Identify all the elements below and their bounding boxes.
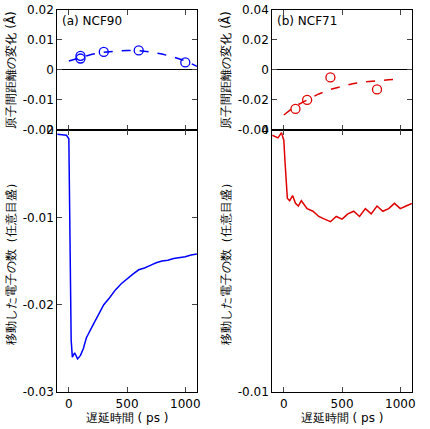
svg-text:遅延時間 ( ps ): 遅延時間 ( ps ) xyxy=(301,411,384,425)
svg-text:-0.01: -0.01 xyxy=(238,385,269,399)
svg-text:原子間距離の変化 (Å): 原子間距離の変化 (Å) xyxy=(218,11,233,128)
svg-text:-0.04: -0.04 xyxy=(238,123,269,137)
svg-text:500: 500 xyxy=(116,397,139,411)
svg-text:(a) NCF90: (a) NCF90 xyxy=(62,14,122,28)
svg-text:0.01: 0.01 xyxy=(27,33,54,47)
svg-text:0: 0 xyxy=(46,63,54,77)
svg-text:-0.02: -0.02 xyxy=(23,123,54,137)
svg-text:0: 0 xyxy=(261,123,269,137)
svg-text:0.02: 0.02 xyxy=(242,33,269,47)
svg-text:1000: 1000 xyxy=(170,397,201,411)
svg-text:原子間距離の変化 (Å): 原子間距離の変化 (Å) xyxy=(3,11,18,128)
svg-text:-0.01: -0.01 xyxy=(23,211,54,225)
svg-text:0: 0 xyxy=(280,397,288,411)
svg-text:0: 0 xyxy=(46,123,54,137)
svg-text:0.02: 0.02 xyxy=(27,3,54,17)
svg-text:-0.03: -0.03 xyxy=(23,385,54,399)
svg-text:遅延時間 ( ps ): 遅延時間 ( ps ) xyxy=(86,411,169,425)
svg-text:移動した電子の数（任意目盛）: 移動した電子の数（任意目盛） xyxy=(219,177,233,345)
svg-text:-0.02: -0.02 xyxy=(238,93,269,107)
svg-text:0: 0 xyxy=(65,397,73,411)
svg-text:-0.02: -0.02 xyxy=(23,298,54,312)
svg-text:500: 500 xyxy=(331,397,354,411)
svg-text:1000: 1000 xyxy=(385,397,416,411)
svg-text:0: 0 xyxy=(261,63,269,77)
svg-text:-0.01: -0.01 xyxy=(23,93,54,107)
svg-text:(b) NCF71: (b) NCF71 xyxy=(277,14,337,28)
svg-text:移動した電子の数（任意目盛）: 移動した電子の数（任意目盛） xyxy=(4,177,18,345)
svg-text:0.04: 0.04 xyxy=(242,3,269,17)
